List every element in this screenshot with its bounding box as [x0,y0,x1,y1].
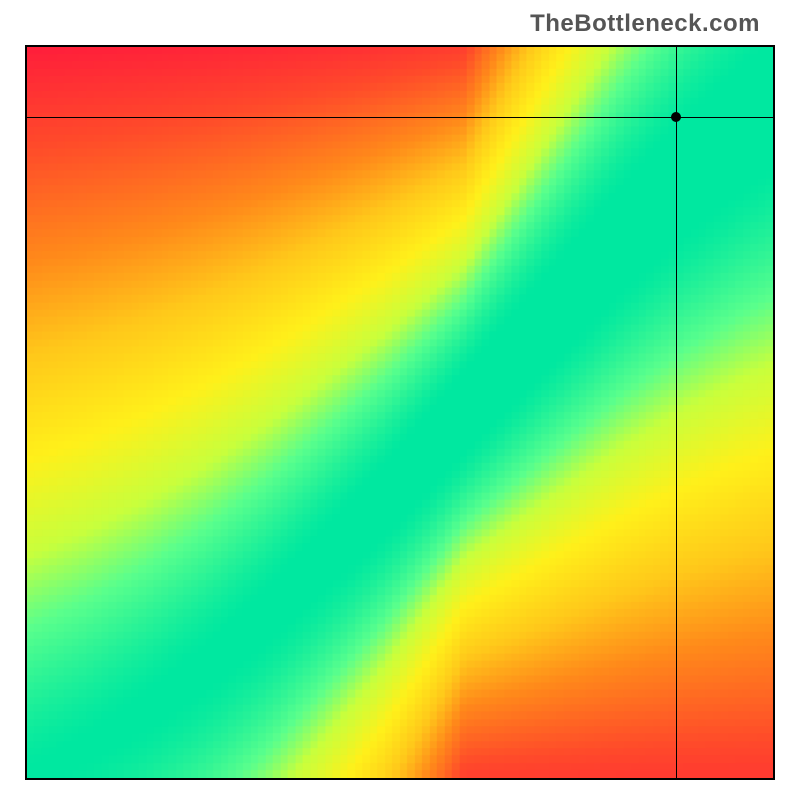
crosshair-horizontal-line [27,117,773,118]
heatmap-canvas [27,47,773,778]
heatmap-plot-area [25,45,775,780]
watermark-text: TheBottleneck.com [530,10,760,38]
crosshair-marker-dot [671,112,681,122]
crosshair-vertical-line [676,47,677,778]
